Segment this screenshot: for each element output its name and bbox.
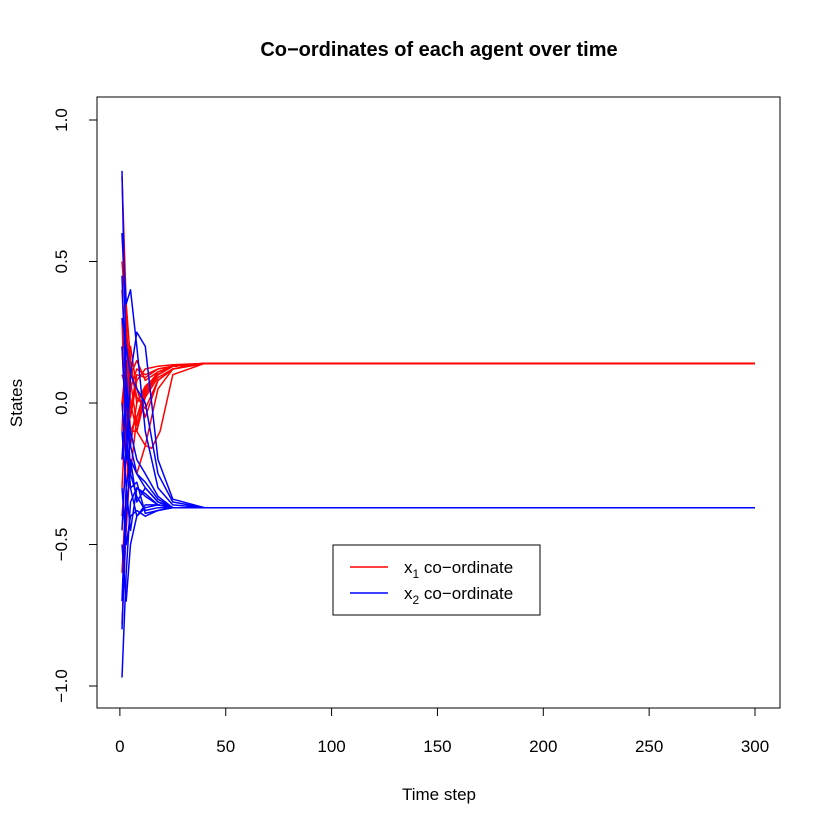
x-tick-label: 300 — [741, 737, 769, 756]
x1-series-line-5 — [121, 359, 755, 460]
legend-label-x2: x2 co−ordinate — [404, 584, 513, 607]
x1-series-line-10 — [121, 318, 755, 475]
x1-series-line-4 — [121, 359, 755, 433]
x-tick-label: 250 — [635, 737, 663, 756]
x1-series-line-13 — [121, 362, 755, 488]
x-tick-label: 100 — [317, 737, 345, 756]
legend-box — [332, 544, 541, 616]
x2-series-line-17 — [121, 233, 755, 509]
x2-series-line-27 — [121, 444, 755, 531]
x2-series-line-14 — [121, 170, 755, 509]
x-tick-label: 200 — [529, 737, 557, 756]
x1-series-line-9 — [121, 261, 755, 450]
legend-label-x1: x1 co−ordinate — [404, 558, 513, 581]
x2-series-line-22 — [121, 431, 755, 509]
x1-series-line-0 — [121, 176, 755, 404]
x-axis: 0 50 100 150 200 250 300 — [115, 707, 769, 756]
y-tick-label: 0.5 — [52, 250, 71, 274]
x2-series-line-20 — [121, 487, 755, 546]
y-tick-label: −0.5 — [52, 528, 71, 562]
x1-series-line-2 — [121, 289, 755, 418]
legend: x1 co−ordinate x2 co−ordinate — [332, 544, 541, 616]
x2-series-line-23 — [121, 346, 755, 515]
x-tick-label: 150 — [423, 737, 451, 756]
x1-series-line-11 — [121, 331, 755, 432]
x2-series-line-25 — [121, 275, 755, 509]
y-tick-label: −1.0 — [52, 669, 71, 703]
x1-series-line-3 — [121, 346, 755, 433]
x-tick-label: 0 — [115, 737, 124, 756]
series-group — [121, 170, 755, 678]
x-tick-label: 50 — [216, 737, 235, 756]
y-tick-label: 1.0 — [52, 108, 71, 132]
y-axis-label: States — [7, 379, 26, 427]
x1-series-line-6 — [121, 362, 755, 517]
x-axis-label: Time step — [402, 785, 476, 804]
plot-frame — [96, 96, 781, 709]
x2-series-line-19 — [121, 331, 755, 509]
y-axis: −1.0 −0.5 0.0 0.5 1.0 — [52, 108, 98, 703]
y-tick-label: 0.0 — [52, 391, 71, 415]
x1-series-line-1 — [121, 233, 755, 418]
x2-series-line-26 — [121, 388, 755, 512]
chart-title: Co−ordinates of each agent over time — [260, 39, 617, 61]
x1-series-line-7 — [121, 362, 755, 573]
x2-series-line-18 — [121, 317, 755, 509]
x1-series-line-12 — [121, 362, 755, 410]
